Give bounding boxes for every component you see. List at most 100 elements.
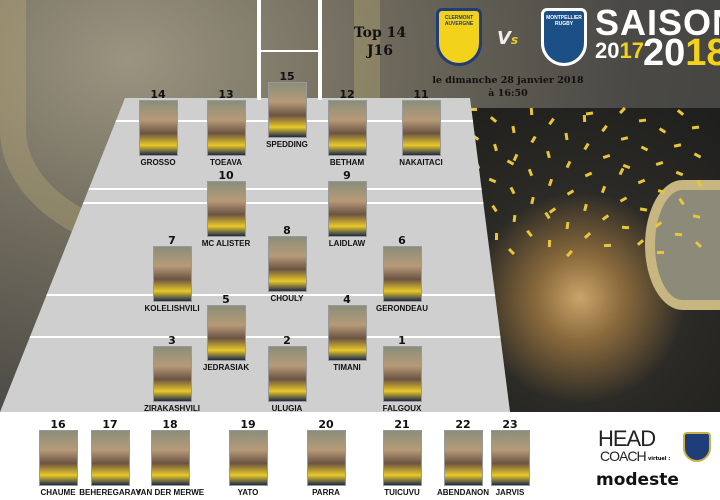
coach-name: modeste (596, 470, 679, 490)
confetti (547, 178, 554, 187)
jersey-number: 9 (343, 169, 351, 182)
confetti (674, 232, 683, 237)
player-name: GROSSO (140, 158, 176, 167)
player-name: BETHAM (329, 158, 365, 167)
round: J16 (366, 43, 394, 59)
confetti (565, 160, 572, 169)
player-photo (307, 430, 346, 486)
clermont-logo-text: CLERMONT AUVERGNE (444, 15, 474, 27)
confetti (584, 171, 593, 178)
player-name: NAKAITACI (399, 158, 443, 167)
confetti (512, 214, 517, 223)
confetti (658, 127, 667, 134)
jersey-number: 18 (162, 418, 178, 431)
confetti (548, 117, 555, 126)
player-photo (328, 181, 367, 237)
confetti (621, 225, 630, 230)
confetti (636, 239, 645, 246)
jersey-number: 2 (283, 334, 291, 347)
confetti (691, 125, 700, 130)
confetti (566, 249, 573, 258)
confetti (530, 135, 537, 144)
confetti (548, 207, 557, 214)
player-photo (151, 430, 190, 486)
confetti (582, 114, 587, 123)
player-photo (268, 236, 307, 292)
player-photo (383, 246, 422, 302)
confetti (600, 185, 607, 194)
confetti (638, 118, 647, 123)
player-name: KOLELISHVILI (144, 304, 200, 313)
confetti (601, 214, 610, 221)
jersey-number: 19 (240, 418, 256, 431)
confetti (676, 109, 685, 116)
player-photo (328, 305, 367, 361)
confetti (583, 203, 588, 212)
jersey-number: 5 (222, 293, 230, 306)
player-name: TUICUVU (384, 488, 420, 497)
clermont-logo: CLERMONT AUVERGNE (436, 8, 482, 66)
confetti (494, 232, 499, 241)
confetti (470, 108, 477, 111)
player-name: ULUGIA (271, 404, 303, 413)
time-text: à 16:50 (488, 88, 528, 99)
jersey-number: 15 (279, 70, 295, 83)
jersey-number: 16 (50, 418, 66, 431)
player-name: ZIRAKASHVILI (144, 404, 200, 413)
confetti (619, 196, 628, 203)
confetti (585, 111, 594, 116)
confetti (583, 142, 590, 151)
confetti (619, 106, 626, 115)
confetti (527, 168, 534, 177)
player-photo (229, 430, 268, 486)
head-coach-logo-head: HEAD (598, 426, 656, 451)
player-name: MC ALISTER (201, 239, 251, 248)
confetti (491, 204, 498, 213)
confetti (507, 247, 516, 256)
player-name: FALGOUX (382, 404, 422, 413)
confetti (639, 207, 648, 212)
player-name: TIMANI (333, 363, 361, 372)
confetti (603, 243, 612, 248)
match-title: Top 14 J16 (340, 24, 420, 60)
confetti (529, 107, 534, 116)
player-photo (268, 346, 307, 402)
player-photo (444, 430, 483, 486)
confetti (675, 170, 684, 177)
player-photo (491, 430, 530, 486)
player-name: JEDRASIAK (202, 363, 250, 372)
player-photo (383, 430, 422, 486)
vs-label: Vs (497, 28, 519, 49)
confetti (640, 145, 649, 152)
player-photo (153, 346, 192, 402)
club-logo-small (683, 432, 711, 462)
confetti (511, 125, 516, 134)
player-photo (139, 100, 178, 156)
confetti (693, 152, 702, 159)
confetti (565, 221, 570, 230)
confetti (512, 153, 519, 162)
confetti (637, 178, 646, 185)
confetti (547, 239, 552, 248)
confetti (566, 189, 575, 196)
player-name: YATO (237, 488, 259, 497)
virtuel-label: virtuel : (648, 456, 671, 462)
season-end-year: 2018 (643, 32, 720, 74)
confetti (620, 136, 629, 141)
confetti (583, 232, 592, 239)
date-text: le dimanche 28 janvier 2018 (432, 75, 584, 86)
jersey-number: 20 (318, 418, 334, 431)
jersey-number: 17 (102, 418, 118, 431)
player-photo (207, 305, 246, 361)
player-photo (39, 430, 78, 486)
montpellier-logo: MONTPELLIER RUGBY (541, 8, 587, 66)
jersey-number: 21 (394, 418, 410, 431)
player-name: JARVIS (495, 488, 525, 497)
confetti (655, 160, 664, 167)
confetti (488, 177, 497, 184)
confetti (546, 150, 551, 159)
player-name: TOEAVA (209, 158, 242, 167)
confetti (601, 124, 608, 133)
player-photo (207, 181, 246, 237)
confetti (509, 186, 516, 195)
